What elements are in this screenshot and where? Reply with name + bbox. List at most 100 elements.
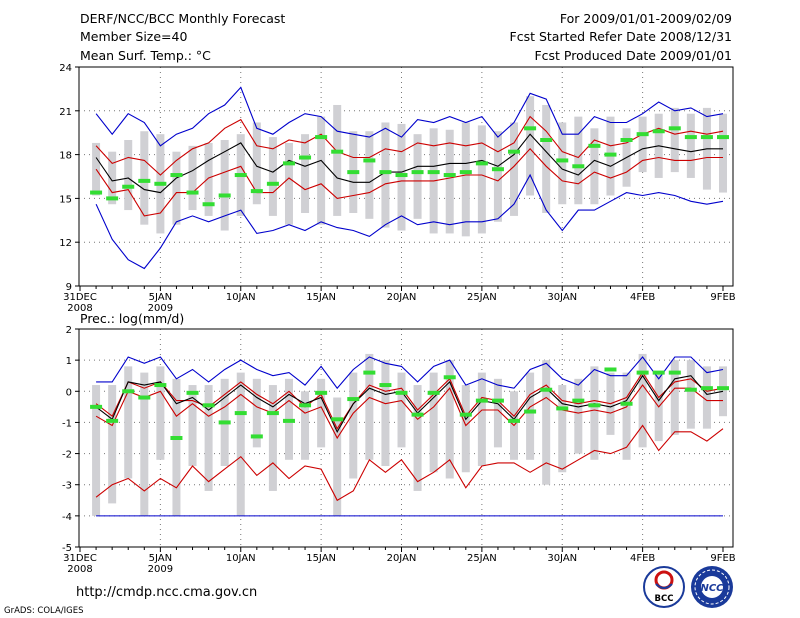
ensemble-range-box: [156, 366, 165, 460]
observed-mark: [684, 387, 697, 392]
observed-mark: [652, 129, 665, 134]
series-line-spread-high: [95, 115, 724, 176]
series-line-max: [96, 356, 724, 390]
series-line-spread-low: [95, 384, 723, 440]
observed-mark: [572, 398, 585, 403]
observed-mark: [202, 202, 215, 207]
ensemble-range-box: [252, 378, 261, 448]
observed-mark: [491, 398, 504, 403]
ensemble-range-box: [333, 397, 342, 516]
observed-mark: [379, 170, 392, 175]
ensemble-range-box: [397, 123, 406, 231]
observed-mark: [122, 389, 135, 394]
observed-mark: [282, 418, 295, 423]
observed-mark: [138, 178, 151, 183]
ensemble-range-box: [493, 378, 502, 448]
footer-url[interactable]: http://cmdp.ncc.cma.gov.cn: [76, 585, 257, 600]
observed-mark: [540, 387, 553, 392]
ensemble-range-box: [140, 372, 149, 516]
ensemble-range-box: [236, 372, 245, 516]
observed-mark: [90, 190, 103, 195]
forecast-period: For 2009/01/01-2009/02/09: [560, 11, 732, 26]
ensemble-range-box: [590, 128, 599, 205]
ensemble-range-box: [381, 122, 390, 228]
x-tick-label: 31DEC: [63, 553, 97, 564]
ensemble-range-box: [108, 385, 117, 504]
observed-mark: [266, 411, 279, 416]
observed-mark: [363, 370, 376, 375]
observed-mark: [154, 181, 167, 186]
ensemble-range-box: [574, 378, 583, 454]
ncc-logo: NCC: [691, 566, 733, 608]
ensemble-range-box: [365, 131, 374, 219]
ensemble-range-box: [638, 116, 647, 173]
x-tick-label: 30JAN: [547, 553, 577, 564]
observed-mark: [122, 184, 135, 189]
observed-mark: [411, 412, 424, 417]
observed-mark: [395, 173, 408, 178]
x-tick-label: 15JAN: [306, 553, 336, 564]
ensemble-range-box: [92, 385, 101, 516]
ensemble-range-box: [670, 107, 679, 173]
observed-mark: [106, 418, 119, 423]
series-line-max: [95, 86, 724, 147]
ensemble-range-box: [365, 353, 374, 460]
y-tick-label: 15: [59, 194, 72, 205]
ensemble-range-box: [124, 140, 133, 211]
observed-mark: [459, 170, 472, 175]
series-line-min: [95, 173, 724, 270]
observed-mark: [315, 135, 328, 140]
x-tick-label: 5JAN: [149, 292, 172, 303]
ensemble-range-box: [124, 366, 133, 479]
ensemble-range-box: [558, 122, 567, 205]
ensemble-range-box: [638, 353, 647, 448]
y-tick-label: 9: [66, 282, 72, 293]
observed-mark: [315, 390, 328, 395]
observed-mark: [491, 167, 504, 172]
observed-mark: [331, 417, 344, 422]
observed-mark: [186, 190, 199, 195]
x-tick-year-label: 2009: [148, 303, 173, 314]
ensemble-range-box: [702, 366, 711, 429]
observed-mark: [524, 409, 537, 414]
ensemble-range-box: [220, 140, 229, 231]
x-tick-label: 30JAN: [547, 292, 577, 303]
temp-panel-title: Mean Surf. Temp.: °C: [80, 48, 211, 63]
figure-title: DERF/NCC/BCC Monthly Forecast: [80, 11, 285, 26]
observed-mark: [604, 367, 617, 372]
plot-frame: [78, 66, 734, 287]
precip-panel-title: Prec.: log(mm/d): [80, 311, 184, 326]
ensemble-range-box: [301, 391, 310, 460]
observed-mark: [427, 390, 440, 395]
bcc-logo-text: BCC: [655, 594, 674, 604]
ensemble-range-box: [268, 137, 277, 216]
ensemble-range-box: [445, 360, 454, 479]
series-line-ensemble-mean: [95, 374, 724, 433]
observed-mark: [668, 370, 681, 375]
ensemble-range-box: [188, 145, 197, 211]
observed-mark: [700, 386, 713, 391]
ensemble-range-box: [172, 151, 181, 225]
ensemble-range-box: [493, 131, 502, 222]
ncc-logo-text: NCC: [700, 583, 724, 594]
observed-mark: [636, 370, 649, 375]
ensemble-range-box: [477, 125, 486, 234]
series-line-spread-low: [95, 147, 723, 217]
series-line-ensemble-mean: [95, 133, 723, 194]
observed-mark: [218, 193, 231, 198]
observed-mark: [636, 132, 649, 137]
observed-mark: [717, 386, 729, 391]
x-tick-label: 25JAN: [467, 553, 497, 564]
y-tick-label: 12: [59, 238, 72, 249]
ensemble-range-box: [670, 360, 679, 435]
y-tick-label: 0: [66, 387, 72, 398]
series-line-min: [95, 424, 724, 502]
observed-mark: [282, 161, 295, 166]
ensemble-range-box: [284, 142, 293, 225]
plot-frame: [78, 328, 734, 548]
y-tick-label: 2: [66, 325, 72, 336]
ensemble-range-box: [188, 385, 197, 467]
